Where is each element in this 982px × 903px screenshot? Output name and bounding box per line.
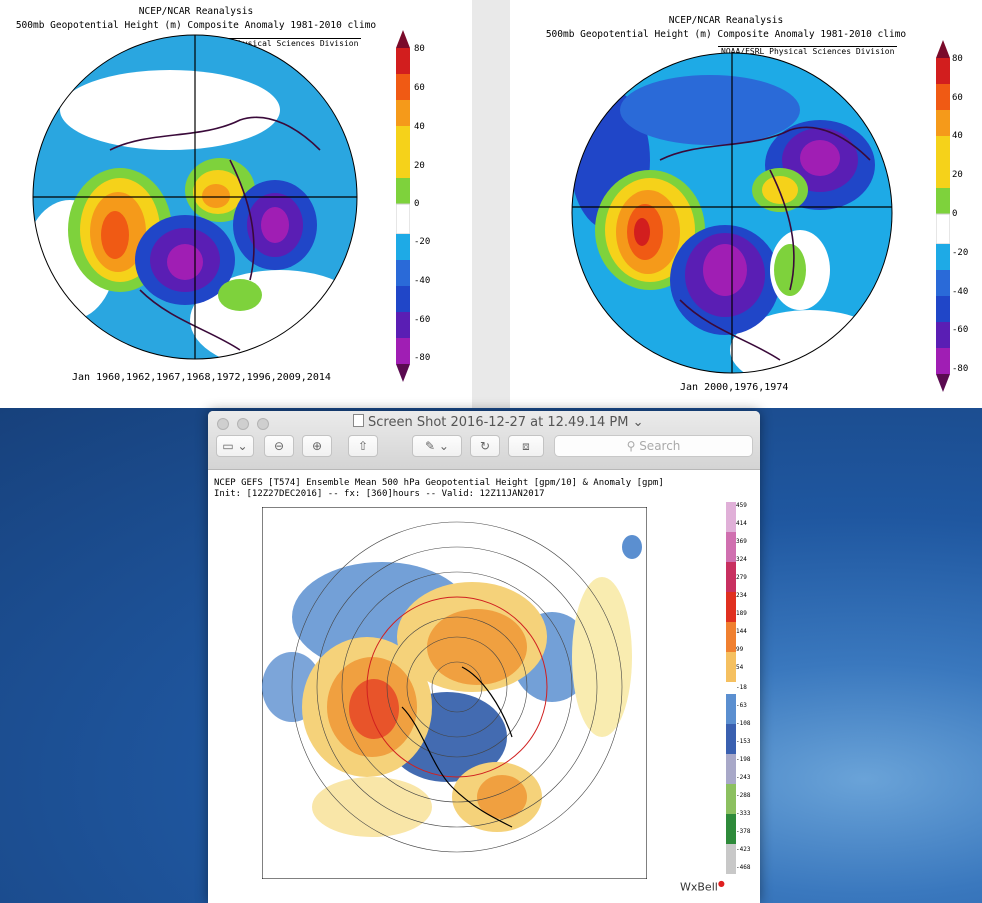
gefs-colorbar-tick: -288 xyxy=(736,792,751,799)
left-colorbar-tick: 20 xyxy=(414,161,425,171)
left-map-credit: NOAA/ESRL Physical Sciences Division xyxy=(182,38,362,48)
search-placeholder: Search xyxy=(639,439,681,453)
zoom-in-button[interactable]: ⊕ xyxy=(302,435,332,457)
left-colorbar-tick: -80 xyxy=(414,353,431,363)
gefs-colorbar-tick: 144 xyxy=(736,628,747,635)
left-colorbar-tick: -60 xyxy=(414,315,431,325)
gefs-colorbar-tick: -198 xyxy=(736,756,751,763)
sidebar-toggle-button[interactable]: ▭ ⌄ xyxy=(216,435,254,457)
wxbell-logo-text: WxBell xyxy=(680,880,718,894)
minimize-button[interactable] xyxy=(237,418,249,430)
gefs-colorbar-tick: 189 xyxy=(736,610,747,617)
gefs-colorbar-tick: -153 xyxy=(736,738,751,745)
zoom-out-icon: ⊖ xyxy=(273,439,285,453)
left-colorbar-tick: 60 xyxy=(414,83,425,93)
gefs-colorbar-tick: -333 xyxy=(736,810,751,817)
right-colorbar-tick: 0 xyxy=(952,209,958,219)
right-colorbar-tick: -20 xyxy=(952,248,969,258)
right-colorbar xyxy=(936,40,950,392)
toolbox-button[interactable]: ⧈ xyxy=(508,435,544,457)
gefs-subtitle: Init: [12Z27DEC2016] -- fx: [360]hours -… xyxy=(214,489,545,499)
share-icon: ⇧ xyxy=(357,439,369,453)
gefs-colorbar-tick: 414 xyxy=(736,520,747,527)
window-title-text: Screen Shot 2016-12-27 at 12.49.14 PM xyxy=(368,415,629,430)
left-map-subtitle: 500mb Geopotential Height (m) Composite … xyxy=(15,20,377,31)
image-content: NCEP GEFS [T574] Ensemble Mean 500 hPa G… xyxy=(208,470,760,903)
right-colorbar-tick: 60 xyxy=(952,93,963,103)
left-anomaly-map-panel: NCEP/NCAR Reanalysis 500mb Geopotential … xyxy=(0,0,472,408)
right-polar-map xyxy=(571,52,893,374)
preview-window: Screen Shot 2016-12-27 at 12.49.14 PM ⌄ … xyxy=(208,411,760,903)
rotate-icon: ↻ xyxy=(479,439,491,453)
right-map-credit: NOAA/ESRL Physical Sciences Division xyxy=(718,46,898,56)
markup-button[interactable]: ✎ ⌄ xyxy=(412,435,462,457)
gefs-title: NCEP GEFS [T574] Ensemble Mean 500 hPa G… xyxy=(214,478,664,488)
sidebar-icon: ▭ ⌄ xyxy=(222,439,248,453)
gefs-colorbar-tick: -378 xyxy=(736,828,751,835)
gefs-colorbar xyxy=(726,502,736,874)
right-colorbar-tick: -80 xyxy=(952,364,969,374)
search-field[interactable]: ⚲ Search xyxy=(554,435,753,457)
gefs-colorbar-tick: 279 xyxy=(736,574,747,581)
right-colorbar-tick: -60 xyxy=(952,325,969,335)
right-colorbar-tick: 20 xyxy=(952,170,963,180)
gefs-colorbar-tick: 459 xyxy=(736,502,747,509)
search-icon: ⚲ xyxy=(626,439,640,453)
left-colorbar-tick: -20 xyxy=(414,237,431,247)
right-map-subtitle: 500mb Geopotential Height (m) Composite … xyxy=(545,29,907,40)
left-colorbar-tick: 0 xyxy=(414,199,420,209)
gefs-colorbar-tick: 234 xyxy=(736,592,747,599)
panel-divider xyxy=(472,0,510,408)
left-map-title: NCEP/NCAR Reanalysis xyxy=(138,6,254,17)
left-map-dates: Jan 1960,1962,1967,1968,1972,1996,2009,2… xyxy=(72,372,331,383)
wxbell-logo: WxBell● xyxy=(680,879,725,894)
window-titlebar[interactable]: Screen Shot 2016-12-27 at 12.49.14 PM ⌄ … xyxy=(208,411,760,470)
zoom-out-button[interactable]: ⊖ xyxy=(264,435,294,457)
document-icon xyxy=(353,414,364,427)
gefs-colorbar-tick: -243 xyxy=(736,774,751,781)
gefs-polar-map xyxy=(262,507,647,879)
rotate-button[interactable]: ↻ xyxy=(470,435,500,457)
left-colorbar-tick: 80 xyxy=(414,44,425,54)
close-button[interactable] xyxy=(217,418,229,430)
gefs-colorbar-tick: -18 xyxy=(736,684,747,691)
zoom-in-icon: ⊕ xyxy=(311,439,323,453)
right-map-dates: Jan 2000,1976,1974 xyxy=(680,382,789,393)
left-colorbar-tick: -40 xyxy=(414,276,431,286)
gefs-colorbar-tick: 324 xyxy=(736,556,747,563)
right-map-title: NCEP/NCAR Reanalysis xyxy=(668,15,784,26)
window-title[interactable]: Screen Shot 2016-12-27 at 12.49.14 PM ⌄ xyxy=(353,414,644,430)
gefs-colorbar-tick: -423 xyxy=(736,846,751,853)
gefs-colorbar-tick: 99 xyxy=(736,646,744,653)
toolbox-icon: ⧈ xyxy=(522,439,530,453)
right-colorbar-tick: 40 xyxy=(952,131,963,141)
share-button[interactable]: ⇧ xyxy=(348,435,378,457)
gefs-colorbar-tick: -108 xyxy=(736,720,751,727)
right-colorbar-tick: -40 xyxy=(952,287,969,297)
gefs-colorbar-tick: -468 xyxy=(736,864,751,871)
zoom-button[interactable] xyxy=(257,418,269,430)
left-colorbar xyxy=(396,30,410,382)
chevron-down-icon: ⌄ xyxy=(628,415,644,430)
right-anomaly-map-panel: NCEP/NCAR Reanalysis 500mb Geopotential … xyxy=(510,0,982,408)
gefs-colorbar-tick: -63 xyxy=(736,702,747,709)
gefs-colorbar-tick: 369 xyxy=(736,538,747,545)
gefs-colorbar-tick: 54 xyxy=(736,664,744,671)
right-colorbar-tick: 80 xyxy=(952,54,963,64)
left-polar-map xyxy=(32,34,358,360)
pen-icon: ✎ ⌄ xyxy=(425,439,449,453)
left-colorbar-tick: 40 xyxy=(414,122,425,132)
